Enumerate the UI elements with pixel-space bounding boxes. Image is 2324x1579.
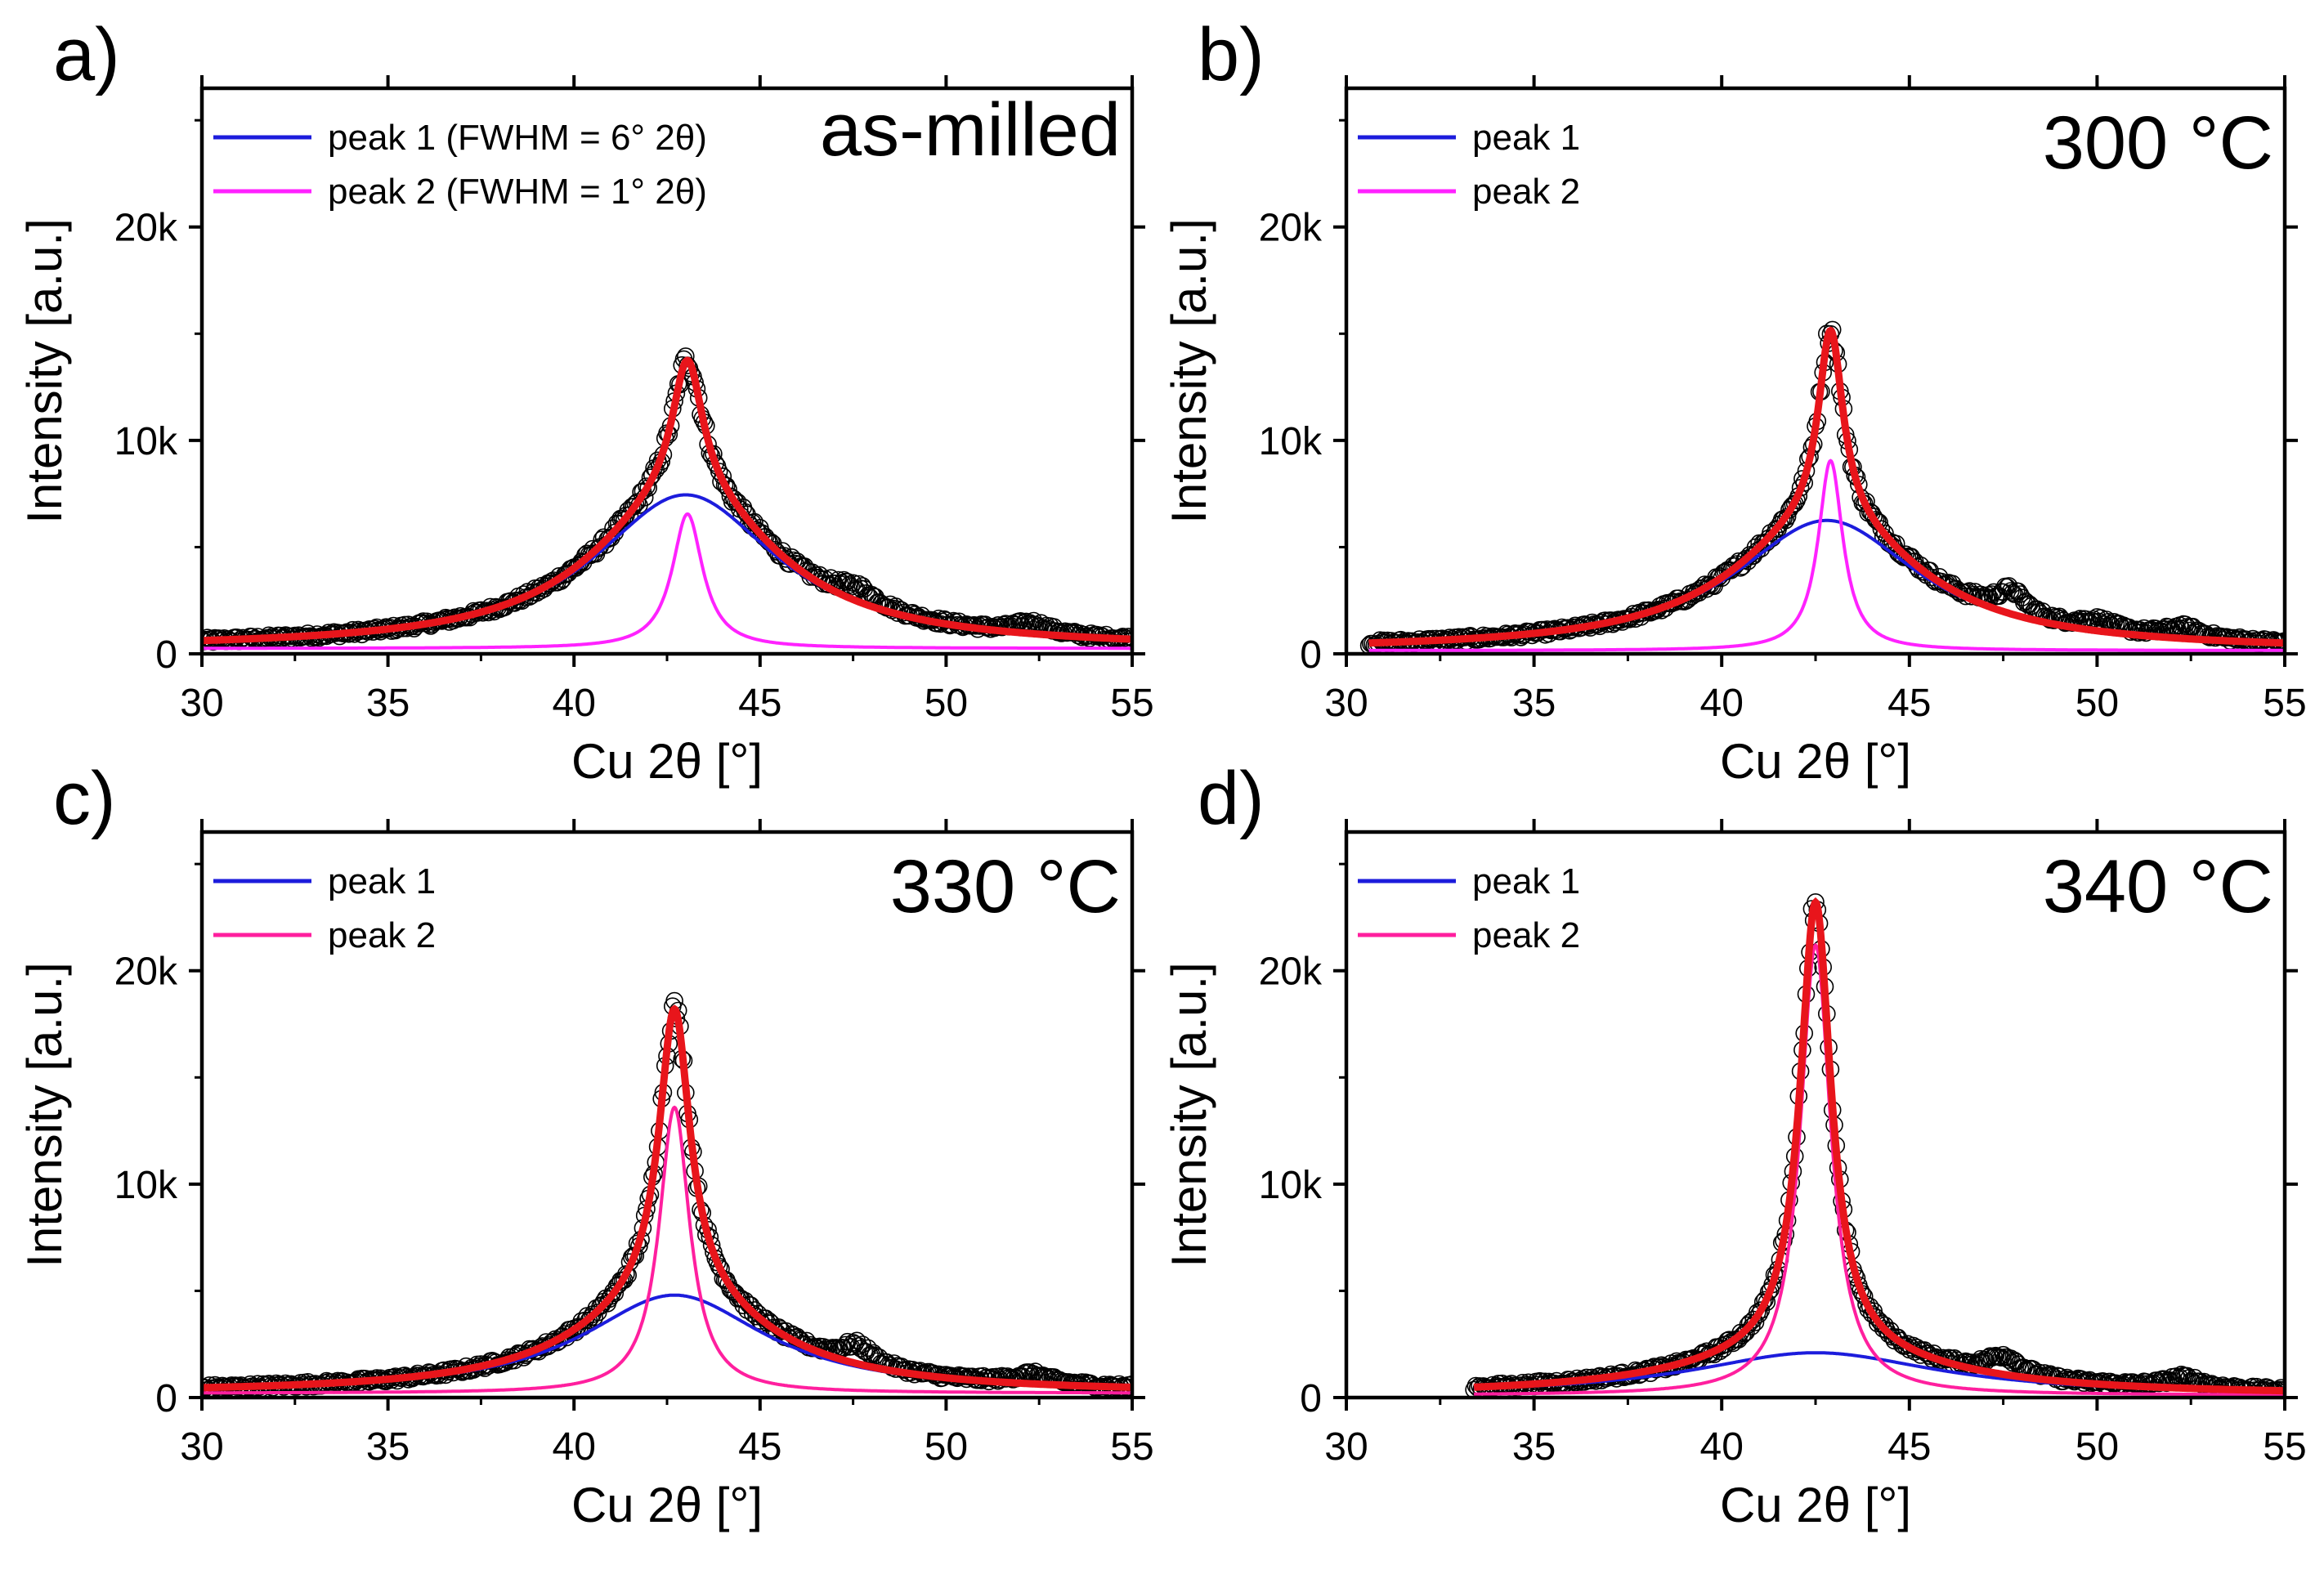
data-point [1784,495,1802,514]
y-axis-label: Intensity [a.u.] [17,962,72,1268]
y-tick-label: 10k [1259,420,1323,463]
x-tick-label: 40 [1700,682,1744,725]
legend-label-peak-2: peak 2 [1472,172,1580,212]
data-point [1024,611,1043,630]
y-axis-label: Intensity [a.u.] [1162,218,1216,524]
data-point [747,1307,766,1326]
data-point [1879,1325,1898,1344]
data-point [1983,1349,2001,1367]
panel-c: 30 35 40 45 50 55 0 10k 20k Cu 2θ [°] Intensity [a… [17,757,1154,1532]
fit-curve [1473,897,2285,1395]
legend-label-peak-1: peak 1 [1472,118,1580,158]
x-tick-label: 35 [1512,1425,1556,1469]
data-point [2002,582,2020,600]
peak-2-curve [1368,458,2285,652]
fit-curve [202,356,1132,645]
y-tick-label: 20k [1259,207,1323,250]
panel-b: 30 35 40 45 50 55 0 10k 20k Cu 2θ [°] Intensity [a… [1162,13,2307,789]
x-tick-label: 35 [366,1425,410,1469]
data-point [763,1318,782,1337]
panel-letter: a) [53,13,120,96]
y-tick-label: 0 [155,1377,177,1420]
legend-label-peak-2: peak 2 [1472,915,1580,955]
legend-label-peak-1: peak 1 [1472,861,1580,901]
panel-letter: b) [1198,13,1265,96]
condition-label: 330 °C [890,845,1121,928]
x-tick-label: 45 [1887,1425,1931,1469]
peak-2-curve [202,512,1132,651]
y-tick-label: 10k [114,420,178,463]
x-tick-label: 45 [738,682,781,725]
x-tick-label: 55 [2263,682,2306,725]
x-tick-label: 45 [738,1425,781,1469]
peak-2-curve [1474,942,2285,1397]
x-tick-label: 55 [1110,682,1153,725]
y-tick-label: 0 [1300,633,1322,677]
condition-label: 300 °C [2043,101,2273,185]
x-tick-label: 45 [1887,682,1931,725]
x-tick-label: 35 [366,682,410,725]
condition-label: 340 °C [2043,845,2273,928]
x-tick-label: 50 [2075,682,2119,725]
measured-points [1359,320,2285,654]
fit-curve [202,1004,1132,1392]
data-point [1876,524,1894,543]
x-tick-label: 55 [1110,1425,1153,1469]
y-tick-label: 0 [155,633,177,677]
x-tick-label: 30 [1324,1425,1368,1469]
panel-a: 30 35 40 45 50 55 0 10k 20k Cu 2θ [°] Intensity [a… [17,13,1154,789]
panel-letter: c) [53,757,116,840]
x-axis-label: Cu 2θ [°] [571,1478,763,1532]
x-tick-label: 30 [1324,682,1368,725]
x-tick-label: 30 [180,682,223,725]
x-tick-label: 50 [925,682,968,725]
x-tick-label: 55 [2263,1425,2306,1469]
x-axis-label: Cu 2θ [°] [1720,734,1911,789]
x-tick-label: 50 [925,1425,968,1469]
data-point [851,1340,870,1358]
y-tick-label: 20k [114,951,178,994]
x-axis-label: Cu 2θ [°] [571,734,763,789]
legend-label-peak-2: peak 2 (FWHM = 1° 2θ) [328,172,707,212]
x-axis-label: Cu 2θ [°] [1720,1478,1911,1532]
x-tick-label: 30 [180,1425,223,1469]
fit-curve [1368,326,2285,647]
x-tick-label: 40 [553,682,596,725]
data-point [620,506,639,524]
y-tick-label: 10k [114,1164,178,1207]
y-tick-label: 20k [114,207,178,250]
y-tick-label: 10k [1259,1164,1323,1207]
legend-label-peak-2: peak 2 [328,915,436,955]
data-point [1872,520,1891,539]
legend-label-peak-1: peak 1 [328,861,436,901]
x-tick-label: 50 [2075,1425,2119,1469]
data-point [2098,611,2116,628]
condition-label: as-milled [820,88,1121,172]
y-tick-label: 20k [1259,951,1323,994]
panel-d: 30 35 40 45 50 55 0 10k 20k Cu 2θ [°] Intensity [a… [1162,757,2307,1532]
y-axis-label: Intensity [a.u.] [17,218,72,524]
x-tick-label: 40 [1700,1425,1744,1469]
data-point [743,1304,762,1322]
panel-letter: d) [1198,757,1265,840]
peak-2-curve [202,1105,1132,1395]
x-tick-label: 40 [553,1425,596,1469]
x-tick-label: 35 [1512,682,1556,725]
y-axis-label: Intensity [a.u.] [1162,962,1216,1268]
y-tick-label: 0 [1300,1377,1322,1420]
legend-label-peak-1: peak 1 (FWHM = 6° 2θ) [328,118,707,158]
